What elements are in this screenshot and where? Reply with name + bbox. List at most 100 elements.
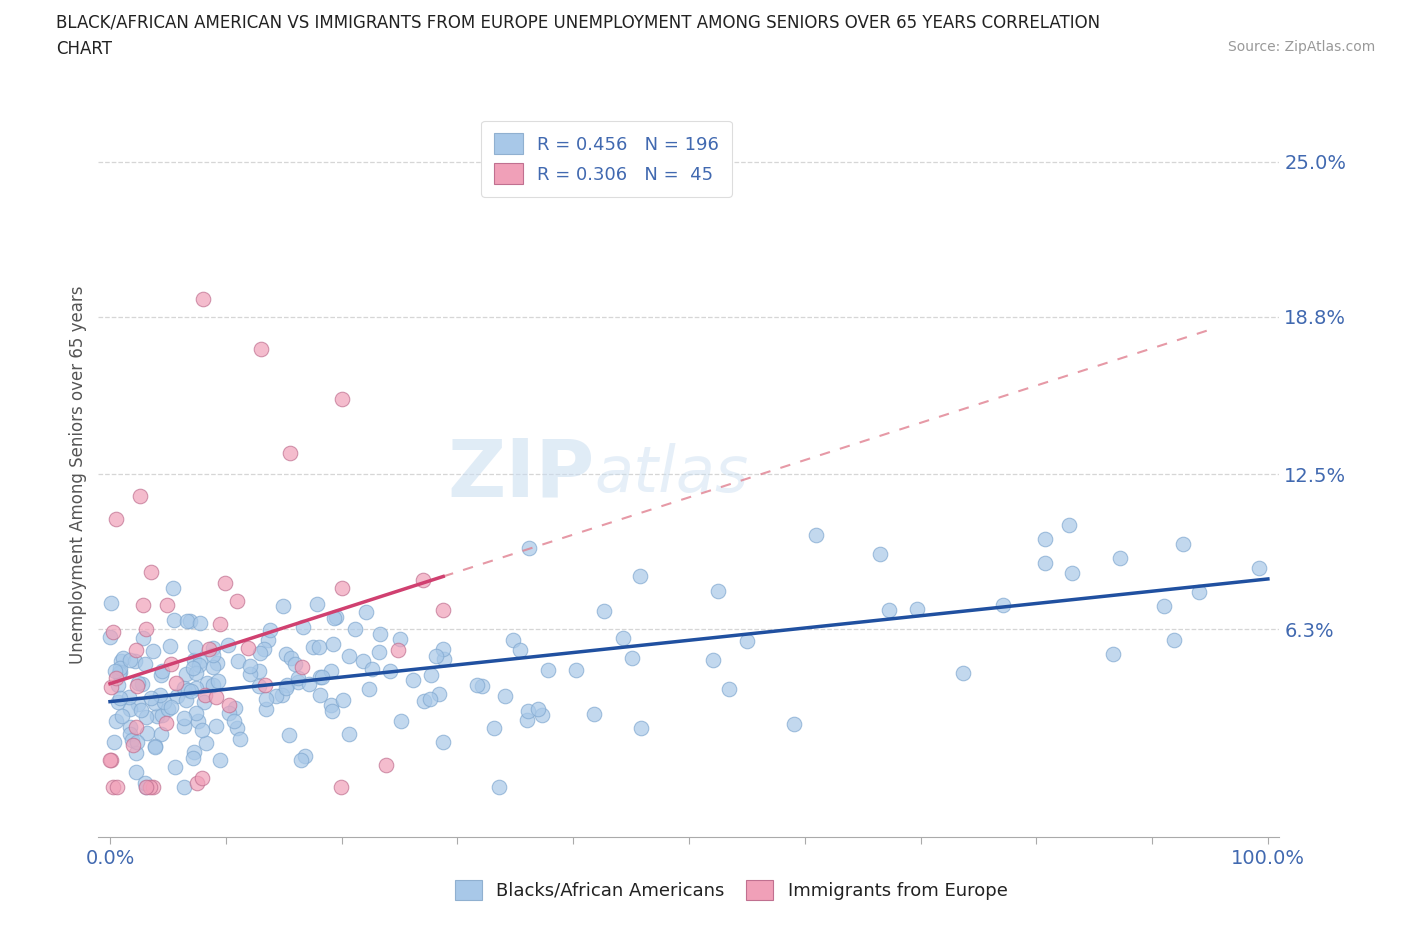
Point <box>173 779 195 794</box>
Point <box>432 603 454 618</box>
Point <box>284 657 307 671</box>
Point <box>323 611 346 626</box>
Point <box>226 721 249 736</box>
Point <box>274 646 297 661</box>
Point <box>156 598 179 613</box>
Point <box>107 677 129 692</box>
Point <box>135 779 157 794</box>
Point <box>194 687 217 702</box>
Point <box>186 681 208 696</box>
Point <box>276 681 298 696</box>
Point <box>368 644 391 659</box>
Point <box>359 682 381 697</box>
Point <box>150 708 173 723</box>
Point <box>160 699 183 714</box>
Point <box>191 292 214 307</box>
Point <box>253 641 276 656</box>
Text: CHART: CHART <box>56 40 112 58</box>
Point <box>247 664 270 679</box>
Point <box>277 727 299 742</box>
Point <box>321 698 343 712</box>
Point <box>142 644 165 658</box>
Point <box>735 634 758 649</box>
Point <box>343 621 366 636</box>
Point <box>294 749 316 764</box>
Point <box>361 662 384 677</box>
Point <box>118 652 141 667</box>
Point <box>516 704 538 719</box>
Point <box>432 642 454 657</box>
Point <box>153 695 176 710</box>
Point <box>108 690 131 705</box>
Point <box>183 744 205 759</box>
Point <box>150 668 173 683</box>
Point <box>337 726 360 741</box>
Point <box>150 727 173 742</box>
Point <box>249 342 271 357</box>
Point <box>432 735 454 750</box>
Point <box>482 720 505 735</box>
Point <box>187 713 209 728</box>
Point <box>127 679 149 694</box>
Point <box>100 680 122 695</box>
Point <box>387 643 409 658</box>
Y-axis label: Unemployment Among Seniors over 65 years: Unemployment Among Seniors over 65 years <box>69 286 87 663</box>
Point <box>226 653 249 668</box>
Point <box>184 665 207 680</box>
Point <box>1035 531 1057 546</box>
Point <box>127 676 149 691</box>
Point <box>162 581 184 596</box>
Point <box>131 677 153 692</box>
Point <box>1163 632 1185 647</box>
Point <box>257 632 280 647</box>
Point <box>207 673 229 688</box>
Point <box>1057 517 1080 532</box>
Point <box>146 709 169 724</box>
Point <box>1171 537 1194 551</box>
Point <box>176 683 198 698</box>
Point <box>389 713 412 728</box>
Point <box>214 575 236 590</box>
Point <box>163 760 186 775</box>
Point <box>124 653 146 668</box>
Point <box>104 714 127 729</box>
Point <box>413 694 436 709</box>
Point <box>103 779 125 794</box>
Point <box>218 698 240 712</box>
Point <box>276 678 298 693</box>
Point <box>159 657 181 671</box>
Point <box>621 650 644 665</box>
Point <box>271 598 294 613</box>
Point <box>135 710 157 724</box>
Point <box>105 779 128 794</box>
Point <box>181 751 204 765</box>
Point <box>254 692 277 707</box>
Point <box>254 701 277 716</box>
Point <box>238 641 260 656</box>
Point <box>125 643 148 658</box>
Point <box>531 707 554 722</box>
Point <box>118 720 141 735</box>
Legend: R = 0.456   N = 196, R = 0.306   N =  45: R = 0.456 N = 196, R = 0.306 N = 45 <box>481 121 731 196</box>
Point <box>134 657 156 671</box>
Point <box>186 776 208 790</box>
Point <box>419 691 441 706</box>
Point <box>180 684 202 698</box>
Point <box>143 738 166 753</box>
Text: Source: ZipAtlas.com: Source: ZipAtlas.com <box>1227 40 1375 54</box>
Point <box>173 711 195 725</box>
Point <box>527 701 550 716</box>
Point <box>702 653 724 668</box>
Point <box>187 658 209 672</box>
Point <box>517 541 540 556</box>
Point <box>420 667 443 682</box>
Point <box>309 669 332 684</box>
Point <box>188 615 211 630</box>
Point <box>804 527 827 542</box>
Point <box>111 709 134 724</box>
Point <box>270 688 292 703</box>
Point <box>308 640 330 655</box>
Point <box>630 721 652 736</box>
Point <box>101 624 124 639</box>
Point <box>388 631 411 646</box>
